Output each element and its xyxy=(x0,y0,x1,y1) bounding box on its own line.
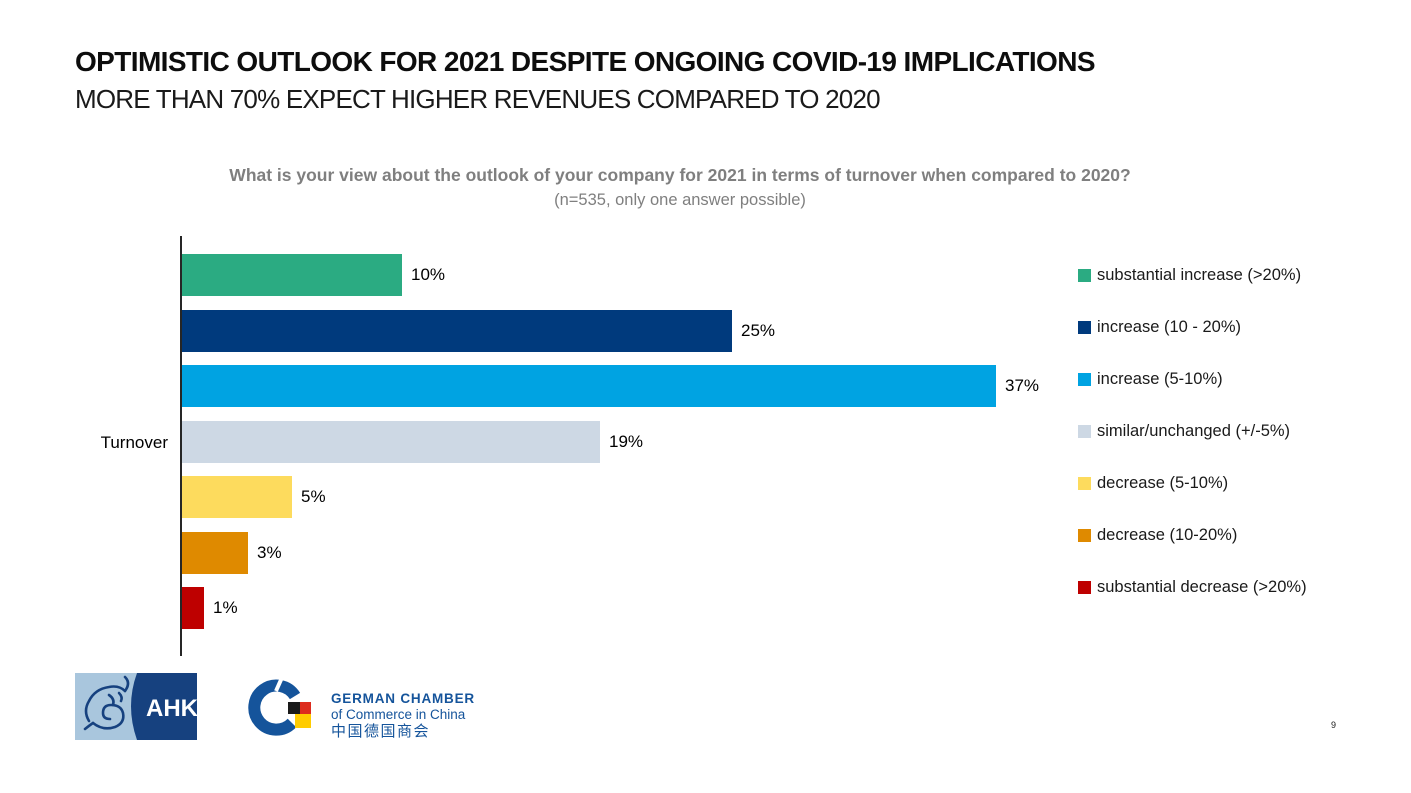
chamber-name: GERMAN CHAMBER xyxy=(331,691,475,706)
ahk-logo: AHK xyxy=(75,673,199,740)
bar-value-label: 5% xyxy=(301,487,326,506)
bar-row: 19% xyxy=(182,420,1039,463)
chamber-text-block: GERMAN CHAMBER of Commerce in China 中国德国… xyxy=(331,674,475,740)
category-label: Turnover xyxy=(100,433,168,452)
slide-title: OPTIMISTIC OUTLOOK FOR 2021 DESPITE ONGO… xyxy=(75,46,1096,77)
bar-segment xyxy=(182,420,600,463)
chamber-g-icon xyxy=(248,674,311,736)
legend-label: increase (10 - 20%) xyxy=(1097,318,1241,336)
bar-segment xyxy=(182,254,402,296)
legend-swatch-icon xyxy=(1078,529,1091,542)
bar-value-label: 3% xyxy=(257,542,282,562)
legend-swatch-icon xyxy=(1078,581,1091,594)
page-number: 9 xyxy=(1331,720,1337,730)
legend-item: substantial decrease (>20%) xyxy=(1078,578,1307,597)
bar-row: 25% xyxy=(182,309,1039,352)
chart-legend: substantial increase (>20%) increase (10 … xyxy=(1078,266,1307,597)
legend-swatch-icon xyxy=(1078,269,1091,282)
bar-row: 1% xyxy=(182,587,1039,629)
bar-value-label: 19% xyxy=(609,431,644,451)
bar-segment xyxy=(182,476,292,518)
legend-item: decrease (5-10%) xyxy=(1078,474,1307,493)
bar-row: 37% xyxy=(182,365,1039,407)
legend-item: increase (5-10%) xyxy=(1078,370,1307,389)
legend-item: substantial increase (>20%) xyxy=(1078,266,1307,285)
chamber-chinese-name: 中国德国商会 xyxy=(331,723,431,740)
legend-item: increase (10 - 20%) xyxy=(1078,318,1307,337)
bar-value-label: 1% xyxy=(213,598,238,617)
bar-segment xyxy=(182,309,732,352)
legend-label: similar/unchanged (+/-5%) xyxy=(1097,422,1291,440)
legend-label: decrease (10-20%) xyxy=(1097,526,1238,544)
bar-value-label: 37% xyxy=(1005,376,1040,395)
bar-value-label: 25% xyxy=(741,320,776,340)
legend-item: similar/unchanged (+/-5%) xyxy=(1078,422,1307,441)
bar-row: 5% xyxy=(182,476,1039,518)
legend-swatch-icon xyxy=(1078,321,1091,334)
chart-sample-note: (n=535, only one answer possible) xyxy=(554,191,806,209)
slide-subtitle: MORE THAN 70% EXPECT HIGHER REVENUES COM… xyxy=(75,84,881,114)
bar-segment xyxy=(182,531,248,574)
legend-item: decrease (10-20%) xyxy=(1078,526,1307,545)
bar-row: 3% xyxy=(182,531,1039,574)
legend-label: increase (5-10%) xyxy=(1097,370,1223,388)
bar-value-label: 10% xyxy=(411,265,446,284)
svg-text:AHK: AHK xyxy=(146,695,197,722)
legend-swatch-icon xyxy=(1078,373,1091,386)
bar-row: 10% xyxy=(182,254,1039,296)
chart-question: What is your view about the outlook of y… xyxy=(229,165,1131,185)
legend-label: substantial increase (>20%) xyxy=(1097,266,1302,284)
bar-segment xyxy=(182,587,204,629)
legend-swatch-icon xyxy=(1078,477,1091,490)
ahk-dragon-icon: AHK xyxy=(75,673,199,740)
bar-chart: 10% 25% 37% 19% 5% 3% 1% xyxy=(182,254,1039,643)
legend-label: decrease (5-10%) xyxy=(1097,474,1229,492)
legend-swatch-icon xyxy=(1078,425,1091,438)
chamber-subtitle: of Commerce in China xyxy=(331,707,466,722)
legend-label: substantial decrease (>20%) xyxy=(1097,578,1307,596)
y-axis-line xyxy=(180,236,182,656)
chamber-logo: GERMAN CHAMBER of Commerce in China 中国德国… xyxy=(248,674,475,741)
bar-segment xyxy=(182,365,996,407)
